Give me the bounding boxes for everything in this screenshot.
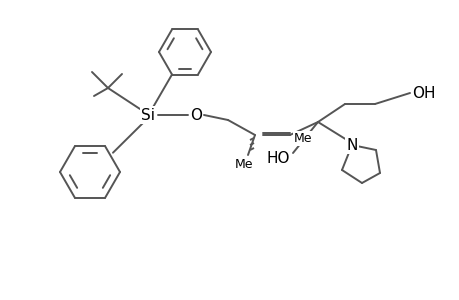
Text: Si: Si bbox=[141, 107, 155, 122]
Text: Me: Me bbox=[293, 131, 312, 145]
Text: N: N bbox=[346, 137, 357, 152]
Text: HO: HO bbox=[266, 151, 289, 166]
Text: Me: Me bbox=[234, 158, 253, 170]
Text: OH: OH bbox=[411, 85, 435, 100]
Text: O: O bbox=[190, 107, 202, 122]
